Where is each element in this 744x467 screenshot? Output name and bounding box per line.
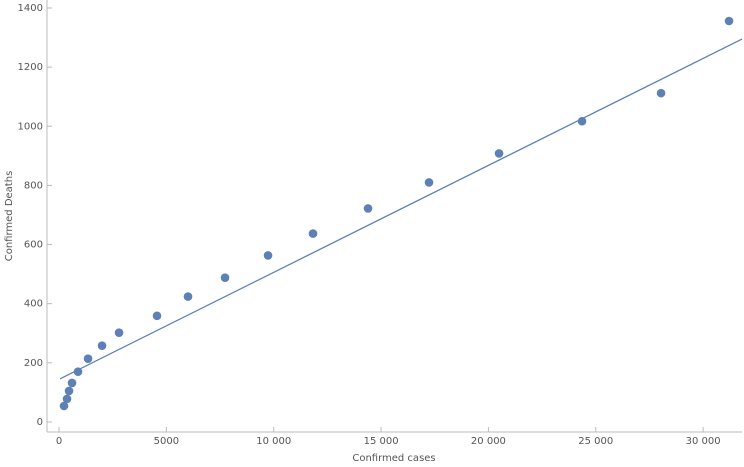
y-tick-label: 0 [37, 417, 43, 428]
x-tick-label: 20 000 [471, 436, 506, 447]
point [263, 251, 273, 260]
point [577, 116, 587, 126]
point [67, 378, 77, 388]
point [656, 88, 666, 98]
point [59, 401, 69, 411]
point [114, 328, 124, 337]
point [308, 229, 318, 238]
y-tick-label: 400 [24, 299, 43, 310]
point [424, 178, 434, 187]
x-tick-label: 5000 [154, 436, 179, 447]
y-tick-label: 800 [24, 180, 43, 191]
point [62, 394, 72, 404]
x-axis-label: Confirmed cases [352, 453, 435, 464]
x-tick-label: 0 [56, 436, 62, 447]
fit-line [59, 38, 743, 380]
x-tick-label: 10 000 [256, 436, 291, 447]
y-tick-label: 1200 [18, 62, 43, 73]
y-tick-label: 1400 [18, 3, 43, 14]
y-tick-label: 200 [24, 358, 43, 369]
x-tick-label: 15 000 [364, 436, 399, 447]
point [220, 273, 230, 282]
y-tick-label: 600 [24, 240, 43, 251]
y-axis-label: Confirmed Deaths [4, 171, 15, 262]
point [724, 16, 734, 26]
y-tick-label: 1000 [18, 121, 43, 132]
point [363, 204, 373, 213]
point [64, 386, 74, 396]
x-tick-label: 30 000 [686, 436, 721, 447]
point [152, 311, 162, 321]
point [183, 292, 193, 301]
point [73, 367, 83, 376]
point [97, 341, 107, 350]
point [494, 149, 504, 158]
x-tick-label: 25 000 [578, 436, 613, 447]
point [83, 354, 93, 363]
